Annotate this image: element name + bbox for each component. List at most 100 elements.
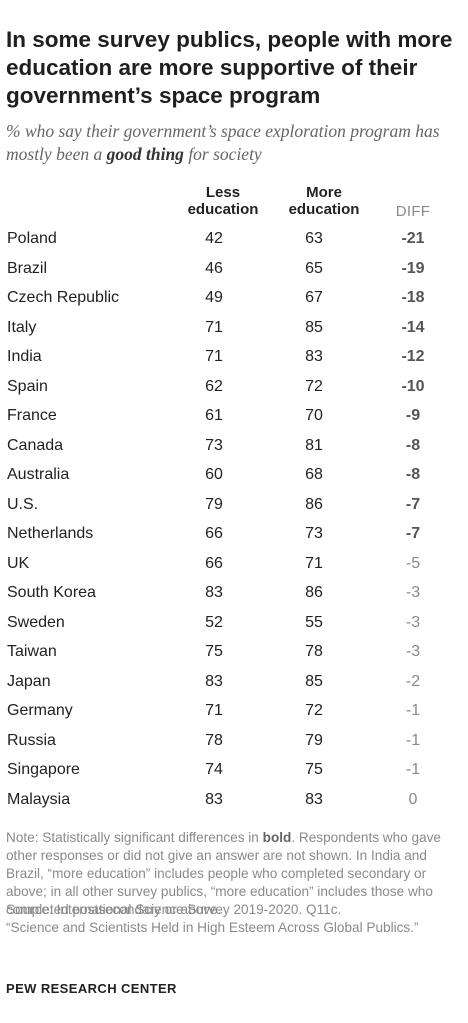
value-more-education: 83 [305, 348, 323, 365]
country-name: Sweden [7, 613, 65, 631]
column-header-diff: DIFF [395, 203, 431, 220]
country-name: Poland [7, 230, 57, 247]
country-name: Netherlands [7, 525, 94, 542]
value-less-education: 78 [205, 731, 223, 749]
value-more-education: 86 [305, 495, 323, 513]
table-row: Sweden 52 55 -3 [0, 612, 468, 642]
country-name: Germany [7, 702, 73, 719]
value-less-education: 62 [205, 377, 223, 395]
value-less-education: 71 [205, 318, 223, 336]
chart-subtitle: % who say their government’s space explo… [6, 120, 456, 166]
value-less-education: 66 [205, 525, 223, 542]
value-more-education: 72 [305, 377, 323, 395]
table-row: Brazil 46 65 -19 [0, 258, 468, 288]
table-row: U.S. 79 86 -7 [0, 494, 468, 524]
table-row: Singapore 74 75 -1 [0, 759, 468, 789]
value-diff: -10 [401, 377, 425, 395]
country-name: Brazil [7, 259, 48, 277]
value-less-education: 60 [205, 466, 223, 483]
chart-title: In some survey publics, people with more… [6, 27, 453, 108]
value-more-education: 79 [305, 731, 323, 749]
table-row: Australia 60 68 -8 [0, 464, 468, 494]
value-more-education: 72 [305, 702, 323, 719]
country-name: U.S. [7, 495, 39, 513]
report-title: “Science and Scientists Held in High Est… [6, 920, 419, 935]
table-row: Germany 71 72 -1 [0, 700, 468, 730]
value-diff: -8 [405, 466, 421, 483]
table-row: Taiwan 75 78 -3 [0, 641, 468, 671]
value-diff: 0 [408, 790, 418, 808]
country-name: India [7, 348, 42, 365]
country-name: Japan [7, 672, 51, 690]
value-less-education: 66 [205, 554, 223, 572]
country-name: Malaysia [7, 790, 71, 808]
value-more-education: 85 [305, 318, 323, 336]
value-diff: -2 [405, 672, 421, 690]
chart-source: Source: International Science Survey 201… [6, 902, 342, 917]
value-diff: -3 [405, 643, 421, 660]
value-more-education: 67 [305, 289, 323, 306]
table-row: India 71 83 -12 [0, 346, 468, 376]
country-name: Italy [7, 318, 37, 336]
value-less-education: 83 [205, 584, 223, 601]
value-less-education: 74 [205, 761, 223, 778]
value-less-education: 42 [205, 230, 223, 247]
value-diff: -1 [405, 761, 421, 778]
value-more-education: 85 [305, 672, 323, 690]
value-diff: -8 [405, 436, 421, 454]
country-name: Czech Republic [7, 289, 120, 306]
table-row: Japan 83 85 -2 [0, 671, 468, 701]
value-more-education: 65 [305, 259, 323, 277]
value-diff: -12 [401, 348, 425, 365]
value-diff: -19 [401, 259, 425, 277]
table-row: UK 66 71 -5 [0, 553, 468, 583]
value-less-education: 73 [205, 436, 223, 454]
country-name: France [7, 407, 57, 424]
value-diff: -14 [401, 318, 425, 336]
value-less-education: 61 [205, 407, 223, 424]
value-more-education: 75 [305, 761, 323, 778]
country-name: South Korea [7, 584, 96, 601]
table-row: Czech Republic 49 67 -18 [0, 287, 468, 317]
note-text: Note: Statistically significant differen… [6, 830, 263, 845]
country-name: Russia [7, 731, 56, 749]
value-diff: -18 [401, 289, 425, 306]
value-less-education: 83 [205, 790, 223, 808]
brand-logo-text: PEW RESEARCH CENTER [6, 981, 177, 996]
country-name: UK [7, 554, 30, 572]
value-more-education: 63 [305, 230, 323, 247]
value-less-education: 75 [205, 643, 223, 660]
table-row: Poland 42 63 -21 [0, 228, 468, 258]
column-header-less-education: Less education [187, 184, 259, 218]
table-row: Netherlands 66 73 -7 [0, 523, 468, 553]
subtitle-emphasis: good thing [106, 144, 184, 164]
subtitle-text: % who say their government’s space explo… [6, 121, 440, 164]
value-more-education: 83 [305, 790, 323, 808]
value-diff: -7 [405, 495, 421, 513]
country-name: Spain [7, 377, 48, 395]
column-header-more-education: More education [288, 184, 360, 218]
country-name: Australia [7, 466, 70, 483]
table-row: Canada 73 81 -8 [0, 435, 468, 465]
value-diff: -5 [405, 554, 421, 572]
note-text-end: . Respondents who gave other responses o… [6, 830, 441, 917]
value-more-education: 70 [305, 407, 323, 424]
value-more-education: 55 [305, 613, 323, 631]
value-less-education: 71 [205, 702, 223, 719]
table-row: France 61 70 -9 [0, 405, 468, 435]
chart-note: Note: Statistically significant differen… [6, 829, 461, 919]
value-diff: -1 [405, 702, 421, 719]
table-row: Spain 62 72 -10 [0, 376, 468, 406]
value-less-education: 52 [205, 613, 223, 631]
value-more-education: 73 [305, 525, 323, 542]
value-less-education: 71 [205, 348, 223, 365]
value-diff: -7 [405, 525, 421, 542]
table-row: Italy 71 85 -14 [0, 317, 468, 347]
value-more-education: 78 [305, 643, 323, 660]
value-diff: -3 [405, 584, 421, 601]
value-less-education: 49 [205, 289, 223, 306]
table-row: South Korea 83 86 -3 [0, 582, 468, 612]
value-diff: -9 [405, 407, 421, 424]
value-diff: -21 [401, 230, 425, 247]
